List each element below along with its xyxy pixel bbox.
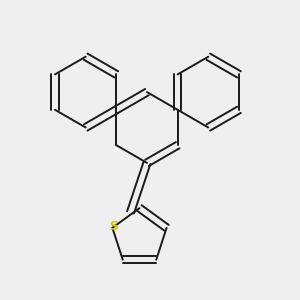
Text: S: S [110, 220, 118, 233]
